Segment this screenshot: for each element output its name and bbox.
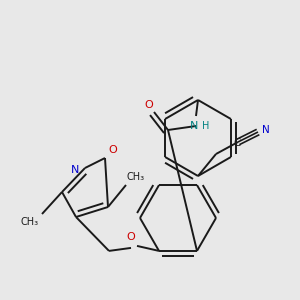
Text: O: O [109, 145, 117, 155]
Text: CH₃: CH₃ [127, 172, 145, 182]
Text: CH₃: CH₃ [21, 217, 39, 227]
Text: N: N [262, 125, 270, 135]
Text: O: O [145, 100, 153, 110]
Text: H: H [202, 121, 210, 131]
Text: N: N [71, 165, 79, 175]
Text: O: O [127, 232, 135, 242]
Text: C: C [233, 138, 241, 148]
Text: N: N [190, 121, 198, 131]
